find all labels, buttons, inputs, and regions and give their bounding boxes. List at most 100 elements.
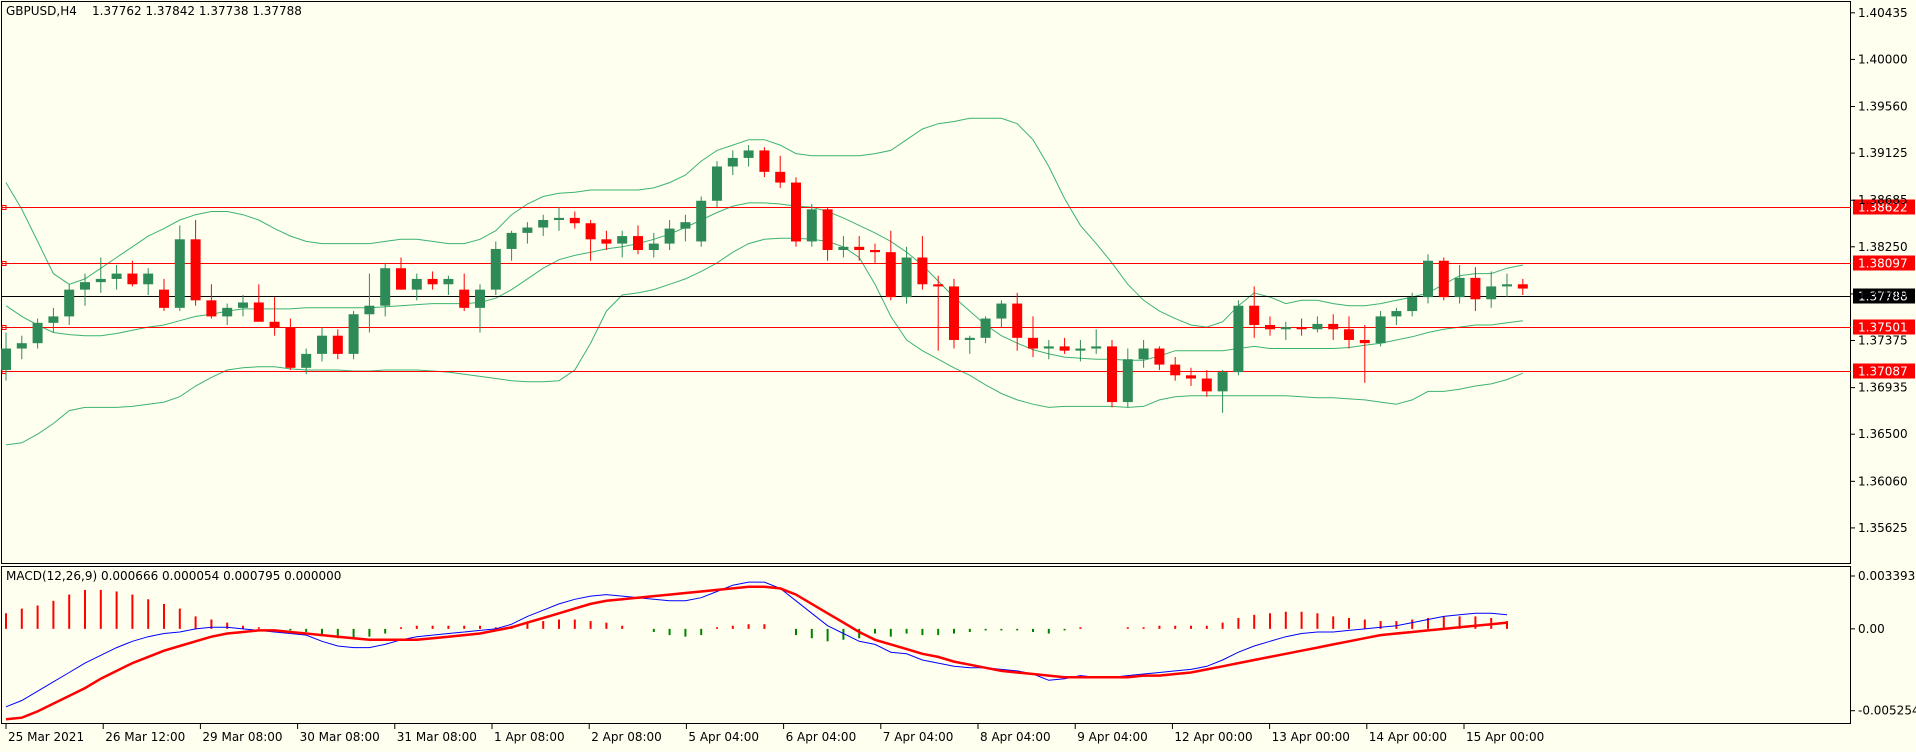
bull-candle-body [238,302,248,308]
bull-candle-body [1486,286,1497,300]
bear-candle-body [269,321,280,328]
level-price-label: 1.38622 [1858,201,1908,215]
signal-line [5,585,1508,721]
bull-candle-body [1375,316,1386,344]
price-tick-label: 1.37375 [1858,334,1908,348]
level-anchor [1,261,7,266]
bull-candle-body [475,289,485,308]
bear-candle-body [459,289,470,308]
bull-candle-body [80,282,90,290]
time-tick-label: 29 Mar 08:00 [202,730,282,744]
bear-candle-body [427,278,438,285]
ohlc-values: 1.37762 1.37842 1.37738 1.37788 [92,4,302,18]
bear-candle-body [949,286,959,340]
level-anchor [1,205,7,210]
bull-candle-body [1423,260,1433,298]
price-tick-label: 1.35625 [1858,521,1908,535]
macd-header: MACD(12,26,9) 0.000666 0.000054 0.000795… [6,569,341,583]
bull-candle-body [1,348,11,370]
bear-candle-body [396,268,406,290]
bear-candle-body [1328,323,1339,330]
price-tick-label: 1.38250 [1858,240,1908,254]
symbol-label: GBPUSD,H4 [6,4,77,18]
bear-candle-body [1201,378,1212,392]
bear-candle-body [1296,327,1307,330]
bear-candle-body [633,236,643,251]
bull-candle-body [838,246,849,251]
bear-candle-body [1249,305,1260,325]
bull-candle-body [95,278,106,283]
price-tick-label: 1.36500 [1858,427,1908,441]
macd-tick-label: -0.005254 [1858,704,1916,718]
bear-candle-body [159,289,169,308]
level-price-label: 1.38097 [1858,257,1908,271]
bear-candle-body [791,182,801,242]
bull-candle-body [348,314,359,354]
bear-candle-body [1470,277,1481,300]
bollinger-lower-line [5,237,1523,446]
bear-candle-body [1344,329,1354,340]
bull-candle-body [901,257,912,298]
bull-candle-body [64,289,75,317]
bull-candle-body [1502,284,1512,287]
bull-candle-body [806,209,817,242]
bull-candle-body [111,273,122,279]
bear-candle-body [285,327,296,368]
bull-candle-body [1075,348,1086,351]
price-tick-label: 1.39560 [1858,100,1908,114]
bear-candle-body [1170,364,1181,376]
current-price-tag [1853,288,1915,304]
price-tick-label: 1.38685 [1858,193,1908,207]
bull-candle-body [538,220,549,228]
time-tick-label: 1 Apr 08:00 [494,730,565,744]
price-panel-frame [1,1,1851,564]
bull-candle-body [696,200,707,242]
bull-candle-body [222,307,233,317]
bull-candle-body [648,243,659,251]
bull-candle-body [680,222,691,229]
bull-candle-body [1391,311,1402,317]
time-tick-label: 5 Apr 04:00 [688,730,759,744]
bear-candle-body [933,284,944,287]
time-axis: 25 Mar 2021 26 Mar 12:00 29 Mar 08:00 30 Ma… [5,724,1544,744]
price-tick-label: 1.39125 [1858,146,1908,160]
bull-candle-body [48,316,59,323]
bull-candle-body [1138,348,1149,360]
candles [1,145,1528,413]
bull-candle-body [16,343,27,349]
price-tick-label: 1.40435 [1858,6,1908,20]
bear-candle-body [1059,346,1070,351]
level-price-tag [1853,319,1915,335]
macd-indicator [5,581,1508,721]
time-tick-label: 7 Apr 04:00 [883,730,954,744]
bull-candle-body [380,268,391,306]
bull-candle-body [174,239,185,308]
bear-candle-body [1186,375,1196,379]
bear-candle-body [1265,324,1275,330]
bull-candle-body [32,322,43,344]
bull-candle-body [317,335,327,354]
time-tick-label: 25 Mar 2021 [8,730,84,744]
bull-candle-body [727,157,738,167]
bear-candle-body [775,171,786,183]
bear-candle-body [127,273,138,285]
bear-candle-body [1154,348,1165,365]
bear-candle-body [759,150,770,172]
time-tick-label: 26 Mar 12:00 [105,730,185,744]
bull-candle-body [506,232,517,249]
bull-candle-body [664,228,675,244]
bear-candle-body [1517,284,1528,289]
bull-candle-body [980,318,991,338]
bear-candle-body [1028,337,1038,349]
macd-tick-label: 0.003393 [1858,569,1915,583]
price-tick-label: 1.36060 [1858,474,1908,488]
bull-candle-body [443,278,454,285]
bull-candle-body [554,217,564,221]
bear-candle-body [585,223,596,240]
bear-candle-body [1107,346,1117,403]
time-tick-label: 15 Apr 00:00 [1466,730,1544,744]
bollinger-upper-line [5,117,1523,328]
